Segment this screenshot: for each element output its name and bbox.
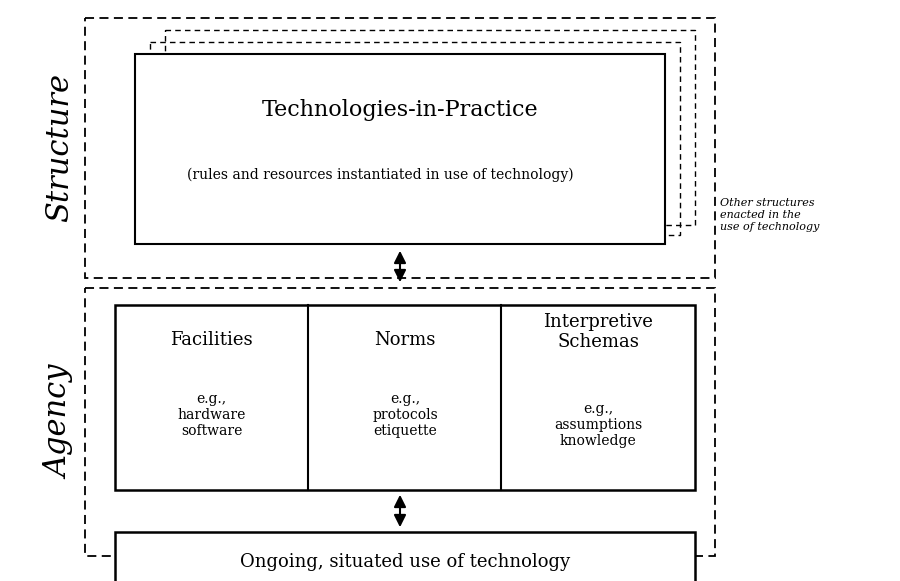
Text: Technologies-in-Practice: Technologies-in-Practice: [262, 99, 538, 121]
Bar: [85, 288, 715, 556]
Bar: [150, 42, 680, 235]
Text: Ongoing, situated use of technology: Ongoing, situated use of technology: [240, 553, 570, 571]
Text: Interpretive
Schemas: Interpretive Schemas: [544, 313, 653, 352]
Text: (rules and resources instantiated in use of technology): (rules and resources instantiated in use…: [186, 168, 573, 182]
Bar: [115, 532, 695, 581]
Bar: [115, 305, 695, 490]
Text: Facilities: Facilities: [170, 331, 253, 349]
Text: Other structures
enacted in the
use of technology: Other structures enacted in the use of t…: [720, 198, 819, 232]
Text: Agency: Agency: [44, 365, 76, 479]
Bar: [135, 54, 665, 244]
Text: e.g.,
hardware
software: e.g., hardware software: [177, 392, 246, 438]
Bar: [85, 18, 715, 278]
Text: Norms: Norms: [374, 331, 436, 349]
Bar: [165, 30, 695, 225]
Text: Structure: Structure: [44, 74, 76, 223]
Text: e.g.,
protocols
etiquette: e.g., protocols etiquette: [372, 392, 438, 438]
Text: e.g.,
assumptions
knowledge: e.g., assumptions knowledge: [554, 402, 643, 448]
